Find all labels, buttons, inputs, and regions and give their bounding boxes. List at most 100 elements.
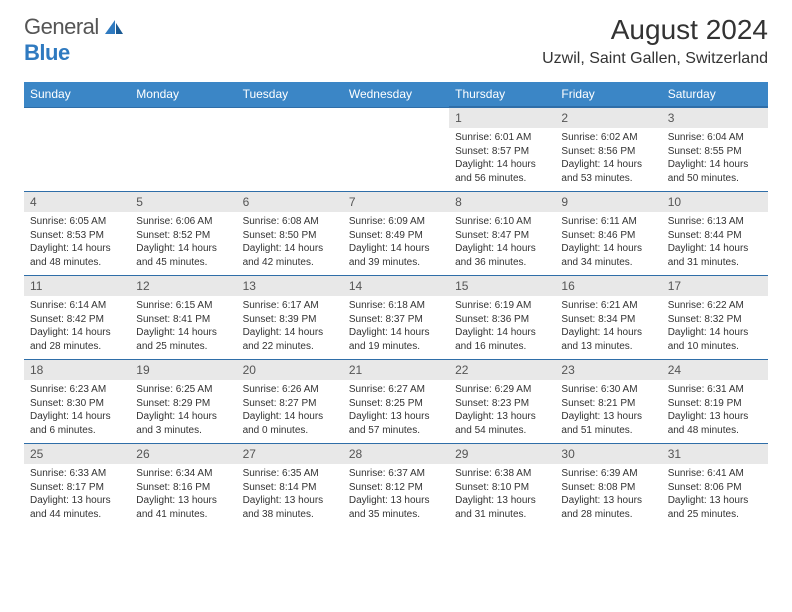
header: General August 2024 Uzwil, Saint Gallen,… xyxy=(0,0,792,74)
sunset-text: Sunset: 8:27 PM xyxy=(243,397,337,411)
daylight-text: Daylight: 14 hours and 19 minutes. xyxy=(349,326,443,353)
day-24-number: 24 xyxy=(662,360,768,381)
day-21-number: 21 xyxy=(343,360,449,381)
month-title: August 2024 xyxy=(542,14,768,46)
sunrise-text: Sunrise: 6:11 AM xyxy=(561,215,655,229)
sunrise-text: Sunrise: 6:37 AM xyxy=(349,467,443,481)
sunset-text: Sunset: 8:25 PM xyxy=(349,397,443,411)
day-11-number: 11 xyxy=(24,276,130,297)
calendar-body: 123Sunrise: 6:01 AMSunset: 8:57 PMDaylig… xyxy=(24,107,768,527)
sunrise-text: Sunrise: 6:18 AM xyxy=(349,299,443,313)
sunrise-text: Sunrise: 6:25 AM xyxy=(136,383,230,397)
sunset-text: Sunset: 8:52 PM xyxy=(136,229,230,243)
sunrise-text: Sunrise: 6:22 AM xyxy=(668,299,762,313)
sunset-text: Sunset: 8:10 PM xyxy=(455,481,549,495)
sunset-text: Sunset: 8:56 PM xyxy=(561,145,655,159)
day-25-details: Sunrise: 6:33 AMSunset: 8:17 PMDaylight:… xyxy=(24,464,130,527)
sunrise-text: Sunrise: 6:01 AM xyxy=(455,131,549,145)
daylight-text: Daylight: 13 hours and 38 minutes. xyxy=(243,494,337,521)
sunset-text: Sunset: 8:30 PM xyxy=(30,397,124,411)
weekday-thursday: Thursday xyxy=(449,82,555,107)
sunrise-text: Sunrise: 6:39 AM xyxy=(561,467,655,481)
day-15-details: Sunrise: 6:19 AMSunset: 8:36 PMDaylight:… xyxy=(449,296,555,360)
daylight-text: Daylight: 13 hours and 51 minutes. xyxy=(561,410,655,437)
calendar-table: SundayMondayTuesdayWednesdayThursdayFrid… xyxy=(24,82,768,527)
sunset-text: Sunset: 8:16 PM xyxy=(136,481,230,495)
day-8-number: 8 xyxy=(449,192,555,213)
weekday-monday: Monday xyxy=(130,82,236,107)
week-2-daynum-row: 11121314151617 xyxy=(24,276,768,297)
sunrise-text: Sunrise: 6:26 AM xyxy=(243,383,337,397)
day-4-details: Sunrise: 6:05 AMSunset: 8:53 PMDaylight:… xyxy=(24,212,130,276)
day-28-details: Sunrise: 6:37 AMSunset: 8:12 PMDaylight:… xyxy=(343,464,449,527)
day-6-number: 6 xyxy=(237,192,343,213)
empty-cell xyxy=(237,128,343,192)
daylight-text: Daylight: 14 hours and 3 minutes. xyxy=(136,410,230,437)
sunset-text: Sunset: 8:57 PM xyxy=(455,145,549,159)
day-31-number: 31 xyxy=(662,444,768,465)
sunset-text: Sunset: 8:44 PM xyxy=(668,229,762,243)
day-1-number: 1 xyxy=(449,107,555,128)
day-11-details: Sunrise: 6:14 AMSunset: 8:42 PMDaylight:… xyxy=(24,296,130,360)
daylight-text: Daylight: 14 hours and 36 minutes. xyxy=(455,242,549,269)
empty-cell xyxy=(343,128,449,192)
daylight-text: Daylight: 14 hours and 48 minutes. xyxy=(30,242,124,269)
sunrise-text: Sunrise: 6:33 AM xyxy=(30,467,124,481)
sunset-text: Sunset: 8:17 PM xyxy=(30,481,124,495)
day-22-number: 22 xyxy=(449,360,555,381)
daylight-text: Daylight: 14 hours and 42 minutes. xyxy=(243,242,337,269)
day-10-number: 10 xyxy=(662,192,768,213)
daylight-text: Daylight: 14 hours and 28 minutes. xyxy=(30,326,124,353)
day-19-details: Sunrise: 6:25 AMSunset: 8:29 PMDaylight:… xyxy=(130,380,236,444)
weekday-header-row: SundayMondayTuesdayWednesdayThursdayFrid… xyxy=(24,82,768,107)
week-0-daynum-row: 123 xyxy=(24,107,768,128)
day-14-number: 14 xyxy=(343,276,449,297)
day-1-details: Sunrise: 6:01 AMSunset: 8:57 PMDaylight:… xyxy=(449,128,555,192)
day-10-details: Sunrise: 6:13 AMSunset: 8:44 PMDaylight:… xyxy=(662,212,768,276)
day-14-details: Sunrise: 6:18 AMSunset: 8:37 PMDaylight:… xyxy=(343,296,449,360)
day-30-number: 30 xyxy=(555,444,661,465)
day-3-number: 3 xyxy=(662,107,768,128)
sail-icon xyxy=(103,18,125,36)
sunrise-text: Sunrise: 6:34 AM xyxy=(136,467,230,481)
day-23-details: Sunrise: 6:30 AMSunset: 8:21 PMDaylight:… xyxy=(555,380,661,444)
day-2-number: 2 xyxy=(555,107,661,128)
sunrise-text: Sunrise: 6:23 AM xyxy=(30,383,124,397)
daylight-text: Daylight: 14 hours and 0 minutes. xyxy=(243,410,337,437)
day-9-number: 9 xyxy=(555,192,661,213)
day-26-number: 26 xyxy=(130,444,236,465)
sunrise-text: Sunrise: 6:10 AM xyxy=(455,215,549,229)
sunset-text: Sunset: 8:41 PM xyxy=(136,313,230,327)
sunset-text: Sunset: 8:08 PM xyxy=(561,481,655,495)
sunset-text: Sunset: 8:21 PM xyxy=(561,397,655,411)
sunset-text: Sunset: 8:14 PM xyxy=(243,481,337,495)
sunset-text: Sunset: 8:49 PM xyxy=(349,229,443,243)
daylight-text: Daylight: 14 hours and 10 minutes. xyxy=(668,326,762,353)
daylight-text: Daylight: 14 hours and 22 minutes. xyxy=(243,326,337,353)
daylight-text: Daylight: 14 hours and 56 minutes. xyxy=(455,158,549,185)
sunset-text: Sunset: 8:46 PM xyxy=(561,229,655,243)
sunrise-text: Sunrise: 6:02 AM xyxy=(561,131,655,145)
sunrise-text: Sunrise: 6:14 AM xyxy=(30,299,124,313)
daylight-text: Daylight: 14 hours and 25 minutes. xyxy=(136,326,230,353)
day-15-number: 15 xyxy=(449,276,555,297)
day-28-number: 28 xyxy=(343,444,449,465)
weekday-friday: Friday xyxy=(555,82,661,107)
day-27-details: Sunrise: 6:35 AMSunset: 8:14 PMDaylight:… xyxy=(237,464,343,527)
daylight-text: Daylight: 14 hours and 6 minutes. xyxy=(30,410,124,437)
day-20-number: 20 xyxy=(237,360,343,381)
logo-word1: General xyxy=(24,14,99,40)
day-21-details: Sunrise: 6:27 AMSunset: 8:25 PMDaylight:… xyxy=(343,380,449,444)
daylight-text: Daylight: 13 hours and 28 minutes. xyxy=(561,494,655,521)
week-2-detail-row: Sunrise: 6:14 AMSunset: 8:42 PMDaylight:… xyxy=(24,296,768,360)
sunrise-text: Sunrise: 6:41 AM xyxy=(668,467,762,481)
empty-cell xyxy=(130,107,236,128)
day-19-number: 19 xyxy=(130,360,236,381)
sunset-text: Sunset: 8:39 PM xyxy=(243,313,337,327)
week-4-detail-row: Sunrise: 6:33 AMSunset: 8:17 PM Daylight:… xyxy=(24,464,768,527)
day-8-details: Sunrise: 6:10 AMSunset: 8:47 PMDaylight:… xyxy=(449,212,555,276)
daylight-text: Daylight: 14 hours and 45 minutes. xyxy=(136,242,230,269)
sunrise-text: Sunrise: 6:30 AM xyxy=(561,383,655,397)
empty-cell xyxy=(130,128,236,192)
sunset-text: Sunset: 8:55 PM xyxy=(668,145,762,159)
